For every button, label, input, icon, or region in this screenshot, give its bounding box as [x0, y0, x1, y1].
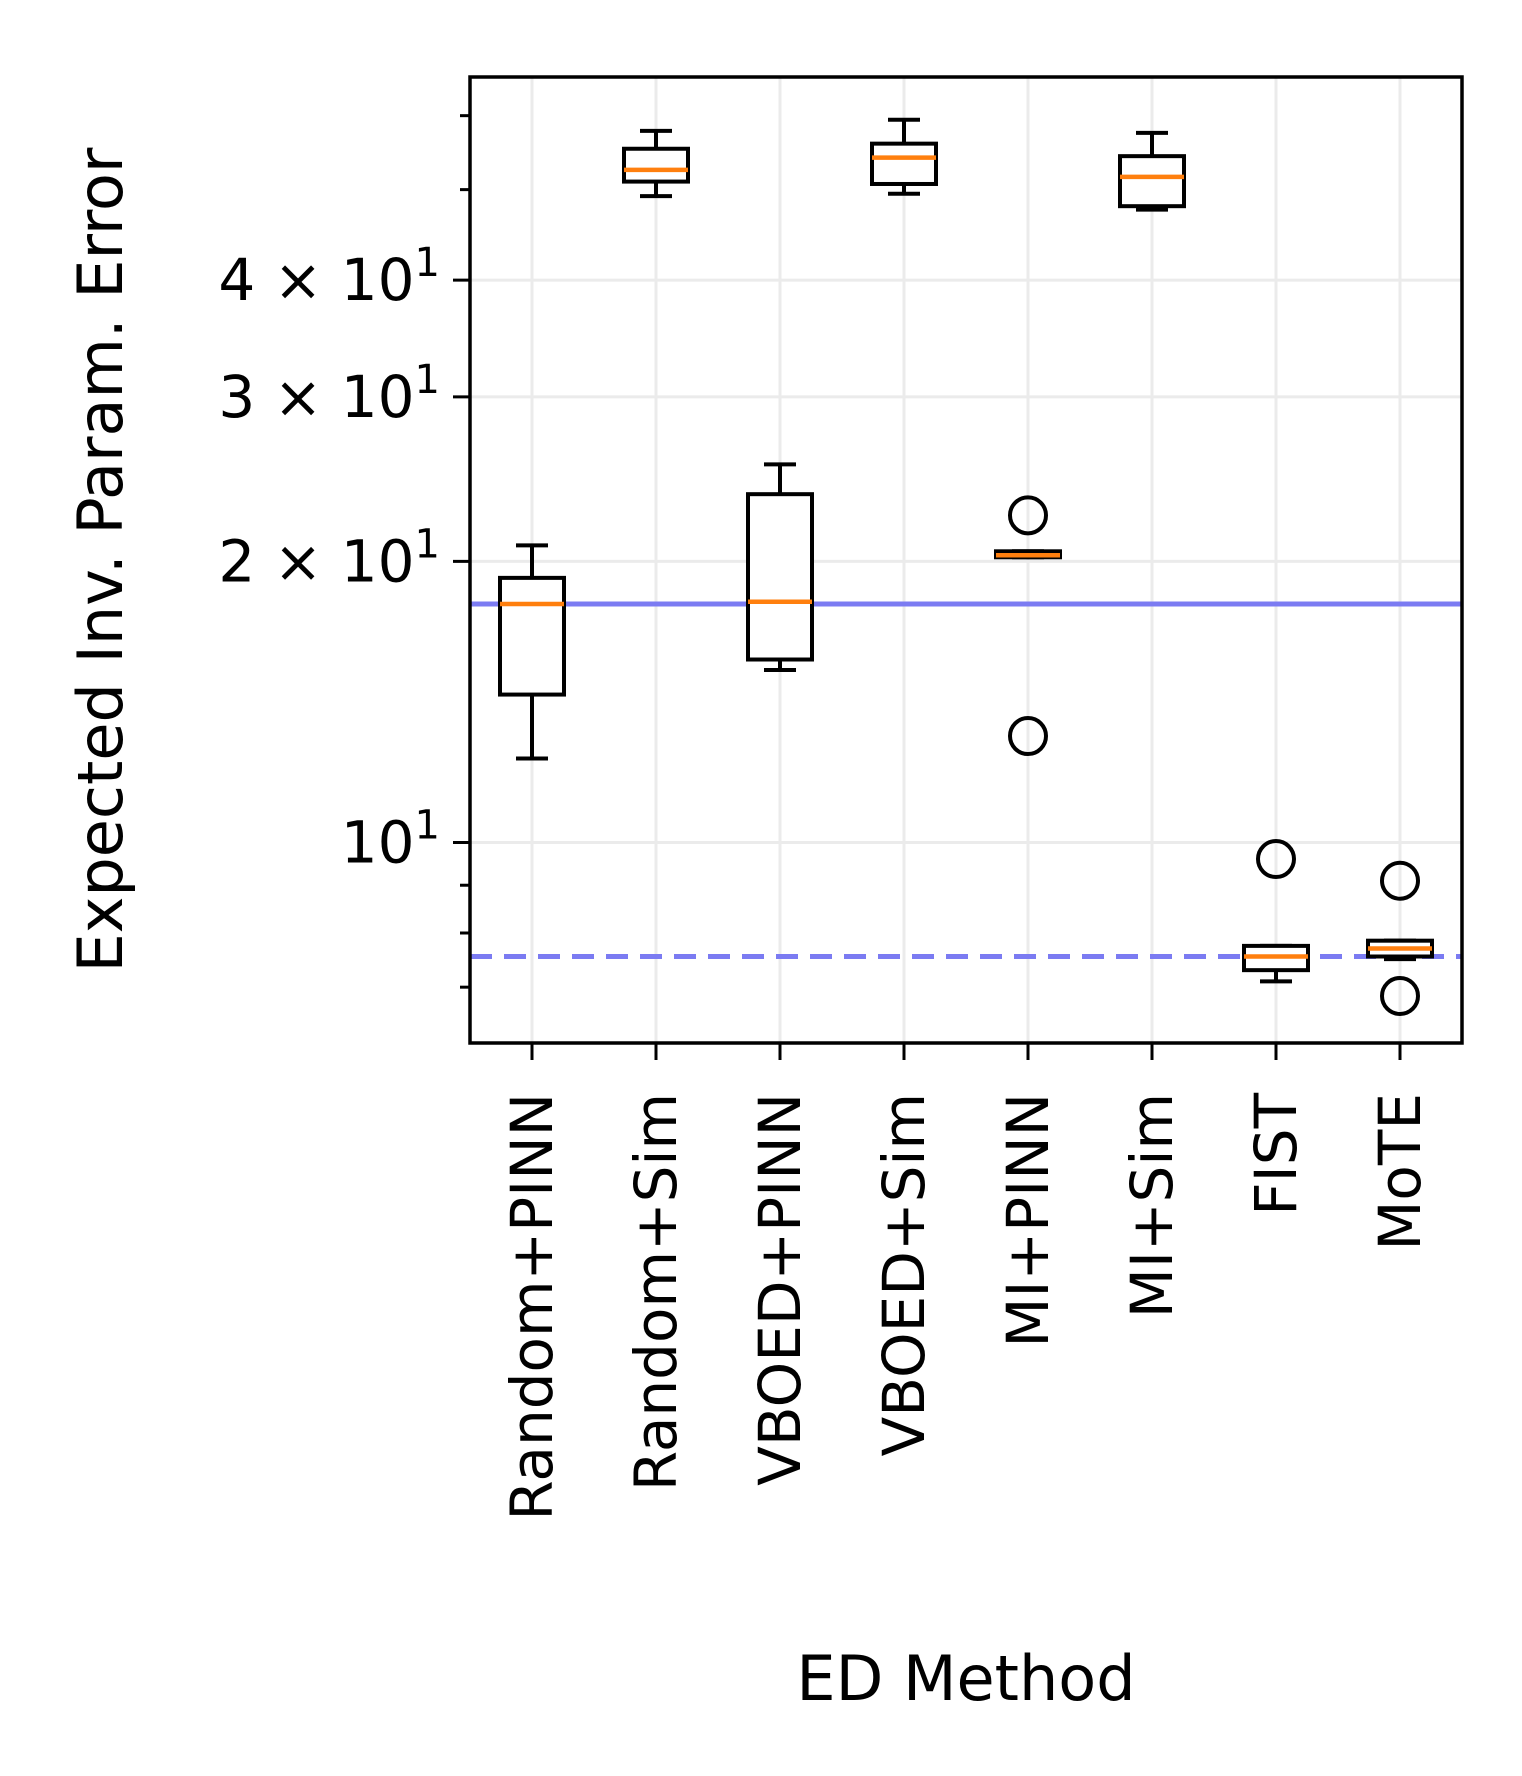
y-axis-ticks: 101 2 × 101 3 × 101 4 × 101 [218, 114, 470, 989]
x-tick-label: VBOED+PINN [746, 1093, 814, 1486]
outlier-point [1380, 860, 1420, 901]
box-layer [498, 117, 1434, 1016]
y-tick-label: 2 × 101 [218, 521, 440, 595]
box-iqr [622, 146, 690, 184]
box-1 [498, 543, 566, 761]
x-tick-label: MI+PINN [994, 1093, 1062, 1348]
box-8 [1366, 860, 1434, 1016]
reference-lines [470, 601, 1462, 959]
x-tick-label: VBOED+Sim [870, 1093, 938, 1456]
x-tick-label: FIST [1242, 1092, 1310, 1215]
box-5 [994, 495, 1062, 757]
box-4 [870, 117, 938, 196]
box-6 [1118, 130, 1186, 212]
grid-layer [470, 77, 1462, 1043]
y-tick-label: 4 × 101 [218, 240, 440, 314]
box-iqr [498, 575, 566, 697]
outlier-point [1008, 716, 1048, 757]
y-tick-label: 101 [341, 802, 440, 876]
x-tick-label: Random+PINN [498, 1093, 566, 1521]
x-axis-title: ED Method [796, 1642, 1135, 1715]
box-7 [1242, 839, 1310, 984]
x-axis-ticks: Random+PINN Random+Sim VBOED+PINN VBOED+Sim… [498, 1043, 1434, 1521]
box-2 [622, 128, 690, 199]
outlier-point [1256, 839, 1296, 880]
x-tick-label: MoTE [1366, 1093, 1434, 1251]
x-tick-label: Random+Sim [622, 1093, 690, 1491]
outlier-point [1380, 975, 1420, 1016]
x-tick-label: MI+Sim [1118, 1093, 1186, 1318]
outlier-point [1008, 495, 1048, 536]
y-tick-label: 3 × 101 [218, 357, 440, 431]
box-iqr [870, 141, 938, 186]
box-3 [746, 462, 814, 672]
box-iqr [746, 492, 814, 662]
box-iqr [1118, 154, 1186, 209]
y-axis-title: Expected Inv. Param. Error [64, 147, 137, 972]
